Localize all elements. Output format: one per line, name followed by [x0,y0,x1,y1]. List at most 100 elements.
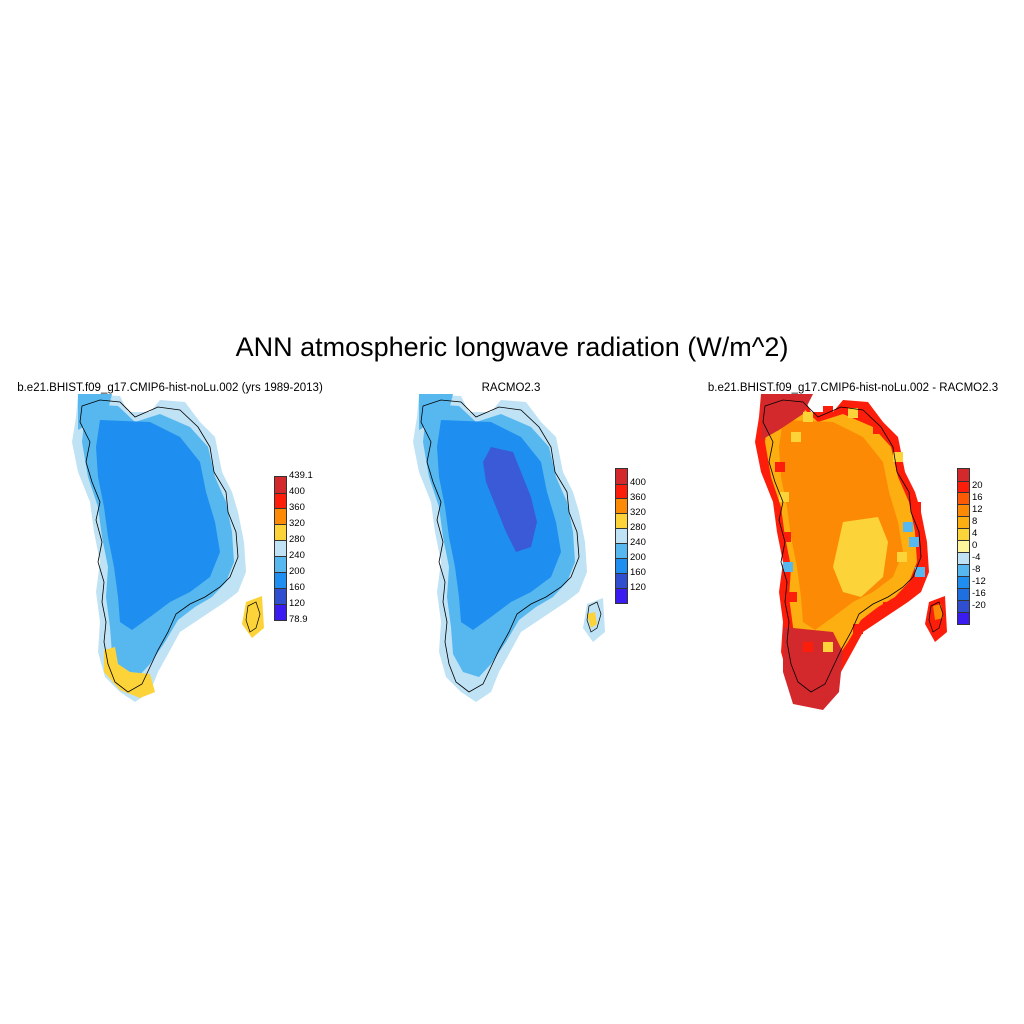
diff-grid-cell [823,642,833,652]
colorbar-label: 8 [972,516,978,527]
colorbar-label: 0 [972,540,978,551]
diff-grid-cell [903,522,913,532]
diff-grid-cell [853,624,863,634]
nw-land-patch [78,394,112,430]
ice-sheet-interior [96,420,220,630]
colorbar-label: 240 [630,537,646,548]
colorbar-swatch [615,558,628,574]
colorbar-swatch [615,483,628,499]
colorbar-label: 240 [289,550,305,561]
colorbar-swatch [274,476,287,494]
diff-grid-cell [803,642,813,652]
colorbar-label: 280 [289,534,305,545]
greenland-map-racmo [413,394,605,702]
colorbar-label: 280 [630,522,646,533]
diff-grid-cell [791,432,801,442]
diff-grid-cell [787,592,797,602]
panel-title: b.e21.BHIST.f09_g17.CMIP6-hist-noLu.002 … [17,382,323,394]
colorbar-swatch [615,528,628,544]
diff-grid-cell [803,412,813,422]
colorbar-label: 120 [289,598,305,609]
colorbar-label: 320 [289,518,305,529]
colorbar-label: 120 [630,582,646,593]
diff-grid-cell [775,462,785,472]
diff-grid-cell [909,537,919,547]
colorbar-swatch [957,612,970,625]
colorbar-label: 160 [630,567,646,578]
colorbar-swatch [957,552,970,565]
colorbar-swatch [615,468,628,485]
coastline [762,399,922,693]
colorbar-label: -8 [972,564,981,575]
diff-grid-cell [823,406,833,416]
colorbar-label: 200 [630,552,646,563]
colorbar-swatch [957,528,970,541]
colorbar-label: 400 [630,477,646,488]
diff-south-tip [783,627,843,710]
island-warm-patch [587,612,597,628]
colorbar-swatch [615,573,628,589]
diff-grid-cell [873,424,883,434]
colorbar-swatch [274,508,287,525]
panel-model: b.e21.BHIST.f09_g17.CMIP6-hist-noLu.002 … [0,382,340,722]
diff-grid-cell [779,492,789,502]
colorbar-swatch [957,516,970,529]
diff-grid-cell [911,502,921,512]
colorbar-label: 200 [289,566,305,577]
greenland-map-model [72,394,264,702]
colorbar-swatch [274,604,287,621]
colorbar-label: -4 [972,552,981,563]
colorbar-label: -12 [972,576,986,587]
greenland-map-difference [755,394,947,710]
colorbar-label: -20 [972,600,986,611]
island-coastline [586,601,602,633]
colorbar-swatch [274,588,287,605]
colorbar-label: 20 [972,480,983,491]
panel-title: RACMO2.3 [481,382,541,394]
colorbar-label: 360 [630,492,646,503]
diff-grid-cell [893,452,903,462]
colorbar-label: 439.1 [289,470,313,481]
colorbar-swatch [957,564,970,577]
panel-difference: b.e21.BHIST.f09_g17.CMIP6-hist-noLu.002 … [683,382,1023,722]
ice-sheet-interior [437,420,561,630]
colorbar-swatch [615,513,628,529]
diff-island-core [933,604,943,620]
diff-grid-cell [848,408,858,418]
figure-title: ANN atmospheric longwave radiation (W/m^… [235,332,789,362]
colorbar-label: 400 [289,486,305,497]
colorbar-label: 360 [289,502,305,513]
diff-grid-cell [915,567,925,577]
ice-sheet-core [483,447,537,552]
diff-nw-patch [761,394,813,440]
colorbar-swatch [274,572,287,589]
south-coast-patch [104,647,155,698]
colorbar-label: -16 [972,588,986,599]
colorbar-swatch [274,540,287,557]
island-patch [242,596,264,638]
colorbar-label: 12 [972,504,983,515]
colorbar-swatch [957,480,970,493]
coastline [79,399,239,693]
panel-racmo: RACMO2.3 120 160 200 240 280 320 360 400 [341,382,681,722]
colorbar-label: 4 [972,528,978,539]
colorbar-swatch [274,556,287,573]
colorbar-swatch [957,576,970,589]
colorbar-swatch [957,504,970,517]
colorbar-swatch [615,543,628,559]
island-coastline [245,601,261,633]
colorbar-swatch [957,600,970,613]
diff-south-interior [833,517,888,597]
colorbar-swatch [957,588,970,601]
colorbar-label: 78.9 [289,614,308,625]
nw-land-patch [419,394,453,430]
colorbar-label: 160 [289,582,305,593]
diff-grid-cell [783,562,793,572]
coastline [420,399,580,693]
colorbar-label: 320 [630,507,646,518]
colorbar-swatch [274,492,287,509]
panel-title: b.e21.BHIST.f09_g17.CMIP6-hist-noLu.002 … [707,382,999,394]
colorbar-swatch [274,524,287,541]
colorbar-swatch [615,498,628,514]
colorbar-label: 16 [972,492,983,503]
